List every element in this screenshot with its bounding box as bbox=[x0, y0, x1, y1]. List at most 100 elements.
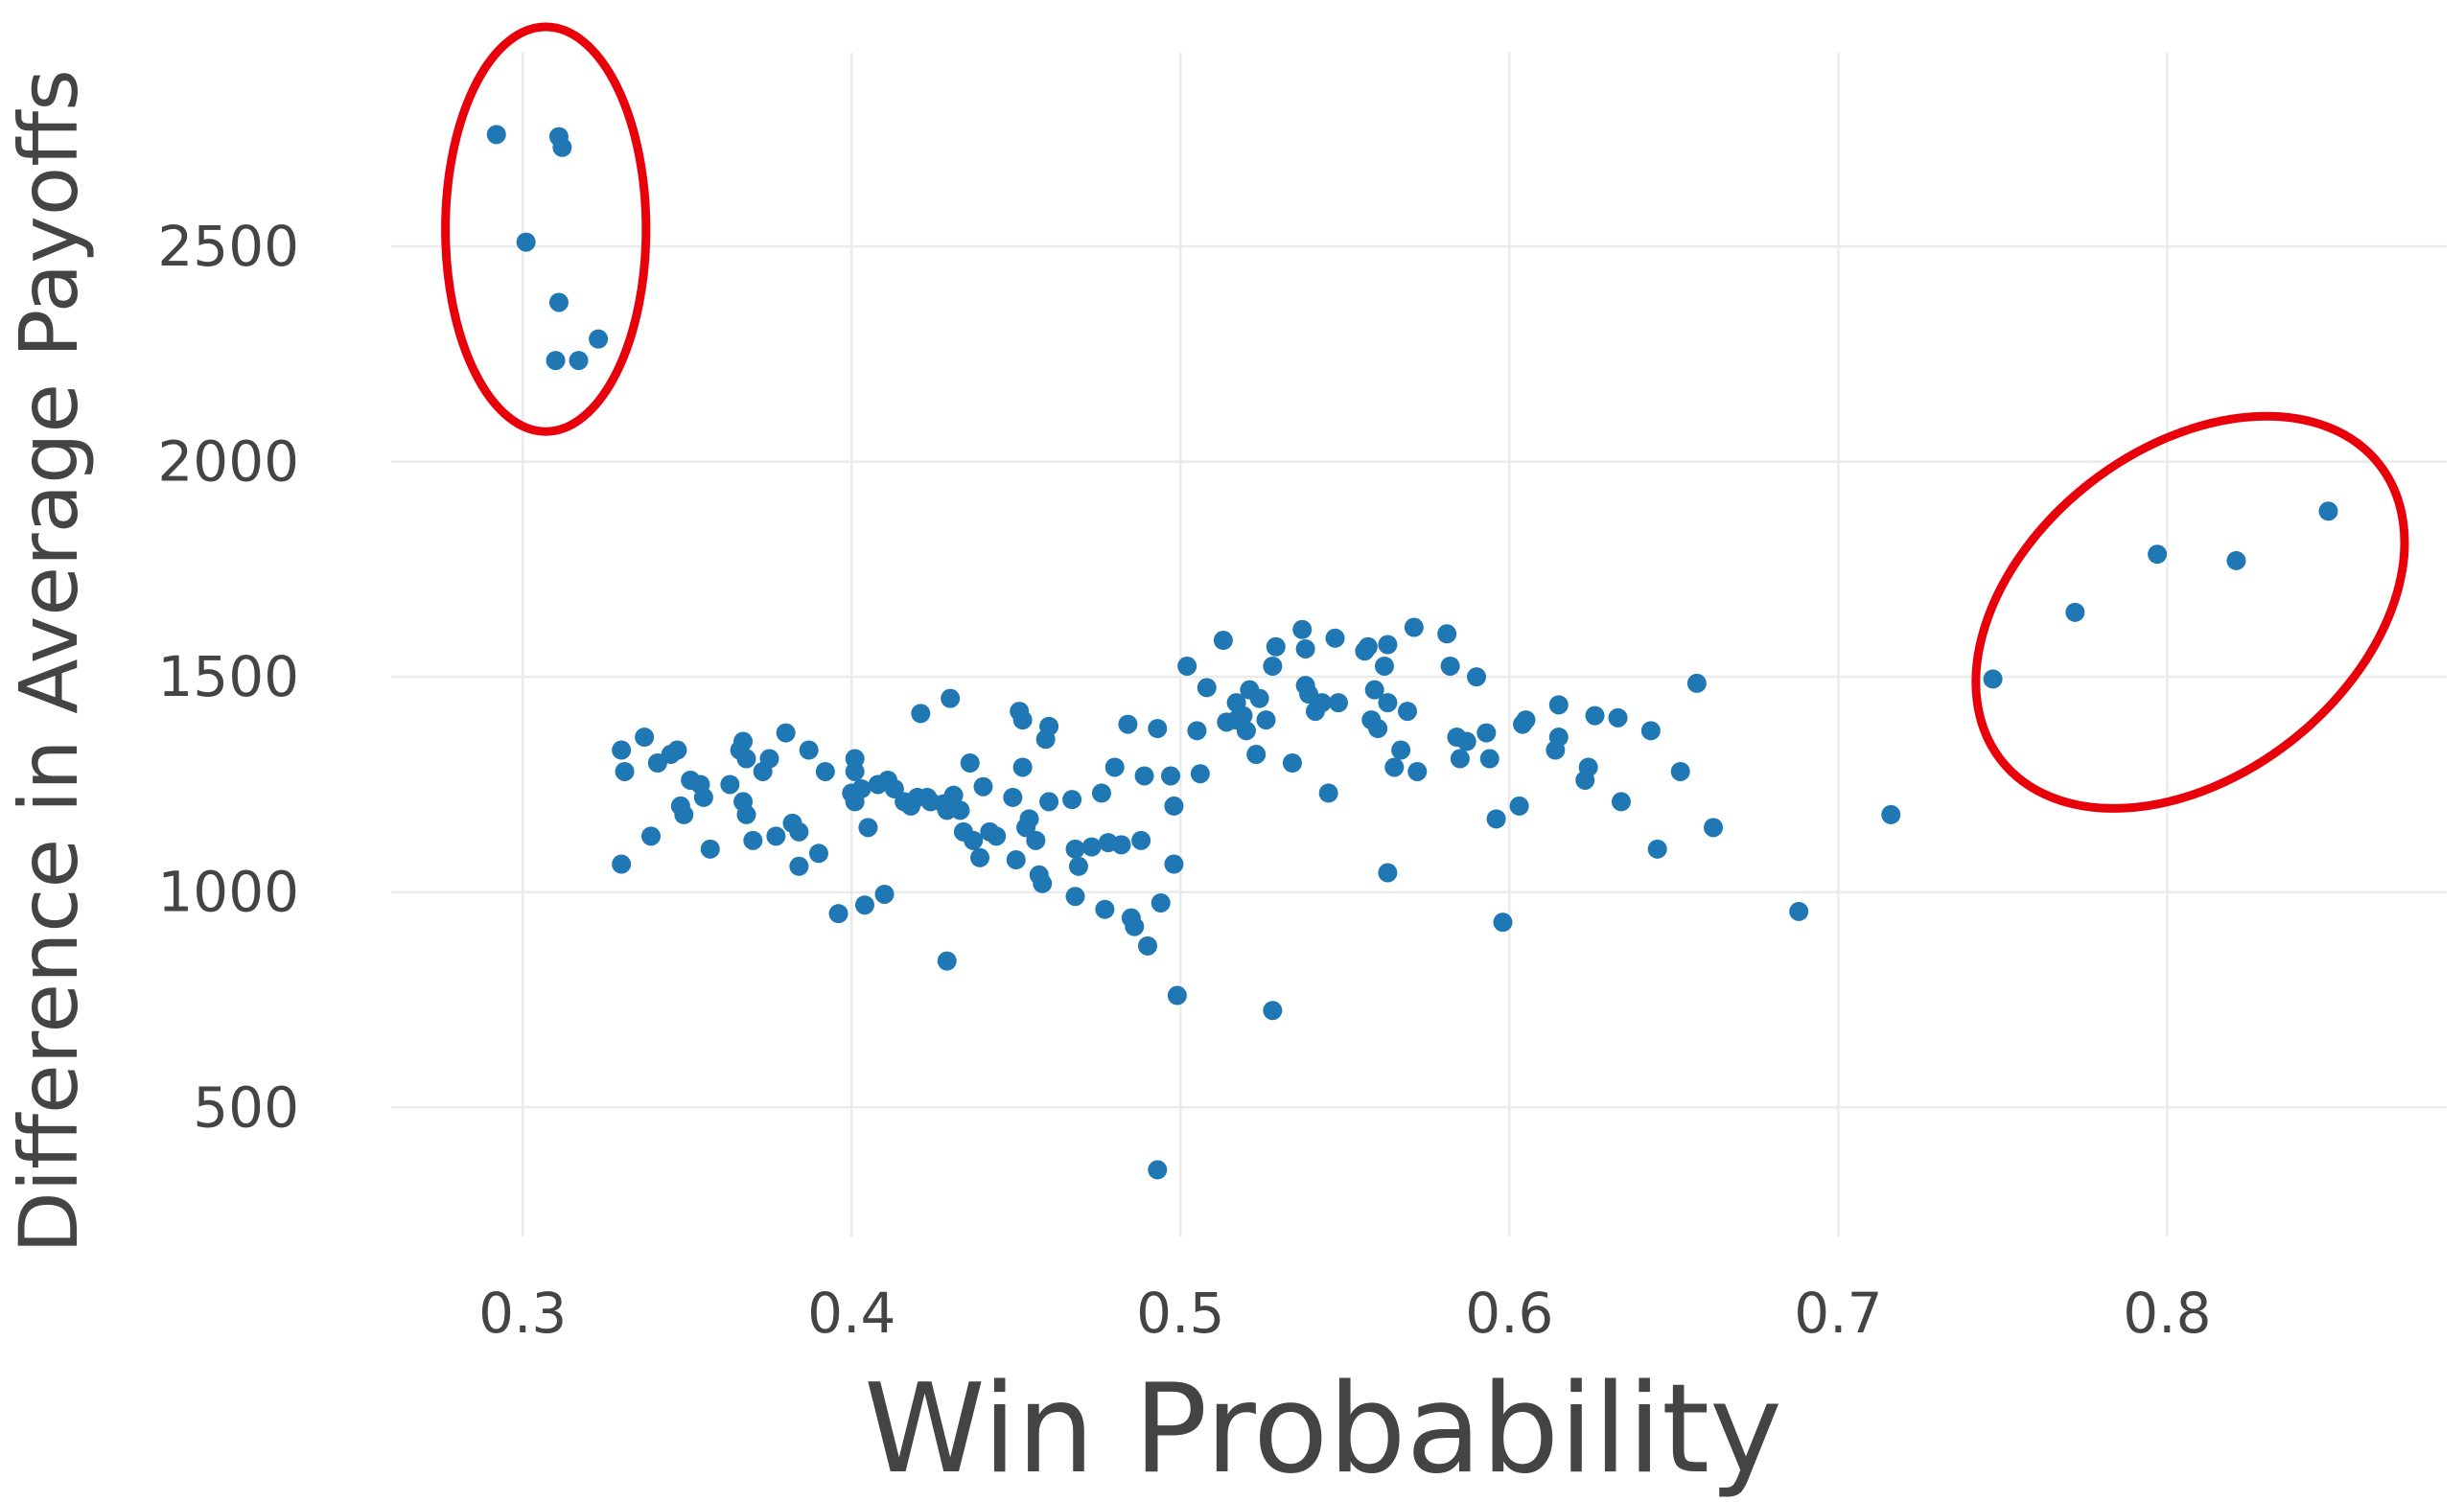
data-point bbox=[589, 329, 609, 349]
data-point bbox=[1358, 636, 1378, 657]
data-point bbox=[1548, 728, 1569, 748]
data-point bbox=[2318, 501, 2338, 521]
data-point bbox=[1608, 707, 1628, 728]
data-point bbox=[1151, 892, 1171, 913]
data-point bbox=[941, 688, 961, 708]
data-point bbox=[1263, 1001, 1283, 1021]
data-point bbox=[937, 951, 957, 971]
y-tick-labels: 500 1000 1500 2000 2500 bbox=[157, 214, 299, 1140]
data-point bbox=[1026, 830, 1046, 850]
data-point bbox=[1065, 839, 1085, 859]
data-point bbox=[2065, 602, 2085, 622]
y-tick-label: 500 bbox=[193, 1075, 299, 1140]
data-point bbox=[828, 904, 848, 924]
data-point bbox=[1292, 619, 1313, 639]
data-point bbox=[1164, 796, 1184, 816]
data-point bbox=[1062, 790, 1082, 810]
data-point bbox=[667, 740, 687, 760]
data-point bbox=[1134, 766, 1154, 786]
data-point bbox=[736, 804, 756, 824]
data-point bbox=[1137, 936, 1157, 956]
y-tick-label: 1500 bbox=[157, 644, 299, 709]
y-axis-title: Difference in Average Payoffs bbox=[2, 69, 96, 1254]
data-point bbox=[1983, 669, 2003, 689]
data-point bbox=[1686, 673, 1707, 693]
data-point bbox=[1404, 617, 1424, 637]
data-point bbox=[815, 761, 835, 781]
data-point bbox=[1378, 863, 1398, 883]
data-point bbox=[1249, 688, 1269, 708]
data-point bbox=[845, 761, 865, 781]
x-tick-labels: 0.3 0.4 0.5 0.6 0.7 0.8 bbox=[478, 1281, 2211, 1346]
data-point bbox=[2148, 544, 2168, 565]
data-point bbox=[674, 804, 694, 824]
data-point bbox=[1374, 656, 1394, 676]
data-point bbox=[612, 740, 632, 760]
data-point bbox=[516, 232, 536, 252]
data-point bbox=[1148, 719, 1168, 739]
data-point bbox=[720, 774, 740, 795]
data-point bbox=[1789, 901, 1809, 921]
data-point bbox=[1378, 693, 1398, 713]
data-point bbox=[1131, 830, 1151, 850]
data-point bbox=[486, 125, 506, 145]
data-point bbox=[1104, 757, 1125, 777]
data-point bbox=[1585, 705, 1605, 726]
data-point bbox=[546, 351, 566, 371]
data-point bbox=[1081, 837, 1102, 857]
x-tick-label: 0.8 bbox=[2123, 1281, 2211, 1346]
data-point bbox=[1012, 710, 1033, 730]
data-point bbox=[1493, 913, 1513, 933]
data-point bbox=[1161, 766, 1181, 786]
data-point bbox=[1364, 680, 1384, 700]
data-point bbox=[1450, 749, 1470, 769]
data-point bbox=[1670, 761, 1690, 781]
data-point bbox=[1516, 710, 1536, 730]
data-point bbox=[1233, 705, 1253, 726]
data-point bbox=[1881, 804, 1901, 824]
data-point bbox=[854, 895, 874, 915]
data-point bbox=[1177, 656, 1197, 676]
data-point bbox=[1091, 783, 1111, 803]
data-point bbox=[1039, 716, 1059, 736]
data-point bbox=[1384, 757, 1405, 777]
x-tick-label: 0.6 bbox=[1465, 1281, 1553, 1346]
data-point bbox=[766, 826, 786, 846]
data-point bbox=[2226, 550, 2246, 570]
data-point bbox=[1167, 985, 1187, 1005]
data-point bbox=[799, 740, 819, 760]
data-point bbox=[874, 884, 895, 904]
y-tick-label: 2500 bbox=[157, 214, 299, 279]
data-point bbox=[759, 749, 779, 769]
data-points bbox=[486, 125, 2338, 1180]
y-tick-label: 2000 bbox=[157, 429, 299, 495]
data-point bbox=[970, 847, 990, 867]
data-point bbox=[1647, 839, 1667, 859]
data-point bbox=[612, 854, 632, 874]
data-point bbox=[733, 731, 754, 751]
data-point bbox=[1148, 1160, 1168, 1180]
data-point bbox=[1407, 761, 1428, 781]
data-point bbox=[1197, 678, 1217, 698]
data-point bbox=[960, 753, 980, 773]
grid bbox=[391, 53, 2447, 1236]
data-point bbox=[1611, 792, 1631, 812]
data-point bbox=[776, 723, 796, 743]
data-point bbox=[552, 137, 572, 157]
data-point bbox=[1318, 783, 1338, 803]
data-point bbox=[1312, 693, 1332, 713]
data-point bbox=[789, 821, 809, 842]
data-point bbox=[858, 818, 878, 838]
data-point bbox=[1246, 745, 1267, 765]
data-point bbox=[1391, 740, 1411, 760]
highlight-ellipse-1 bbox=[441, 22, 651, 436]
data-point bbox=[1003, 787, 1023, 807]
data-point bbox=[1111, 835, 1131, 855]
x-tick-label: 0.7 bbox=[1794, 1281, 1882, 1346]
data-point bbox=[1068, 856, 1088, 876]
x-tick-label: 0.4 bbox=[807, 1281, 895, 1346]
data-point bbox=[943, 785, 964, 805]
data-point bbox=[1118, 714, 1138, 734]
data-point bbox=[964, 830, 984, 850]
